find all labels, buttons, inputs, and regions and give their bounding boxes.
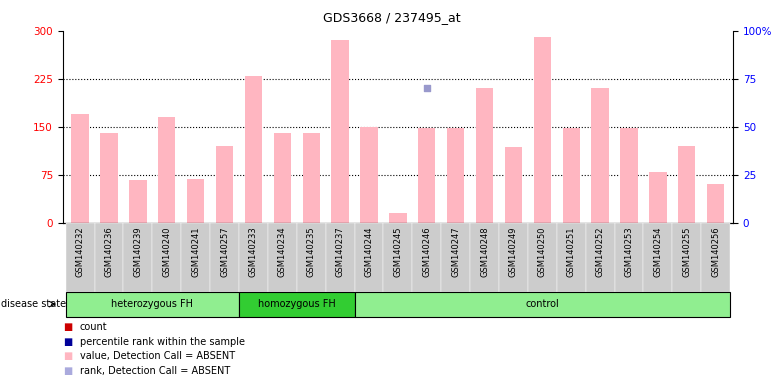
Point: [420, 85, 433, 91]
Bar: [620, 128, 637, 223]
Bar: [586, 223, 615, 292]
Bar: [332, 40, 349, 223]
Text: GSM140251: GSM140251: [567, 226, 575, 277]
Bar: [239, 292, 354, 317]
Text: ■: ■: [63, 337, 72, 347]
Bar: [123, 223, 152, 292]
Bar: [499, 223, 528, 292]
Text: GSM140232: GSM140232: [75, 226, 85, 277]
Bar: [447, 128, 464, 223]
Bar: [354, 223, 383, 292]
Bar: [476, 88, 493, 223]
Bar: [100, 133, 118, 223]
Bar: [239, 223, 268, 292]
Text: GSM140240: GSM140240: [162, 226, 171, 277]
Text: value, Detection Call = ABSENT: value, Detection Call = ABSENT: [80, 351, 235, 361]
Text: ■: ■: [63, 322, 72, 332]
Bar: [591, 88, 609, 223]
Text: GSM140247: GSM140247: [451, 226, 460, 277]
Point: [132, 22, 144, 28]
Bar: [418, 128, 435, 223]
Bar: [557, 223, 586, 292]
Text: GSM140252: GSM140252: [596, 226, 604, 277]
Bar: [95, 223, 123, 292]
Bar: [678, 146, 695, 223]
Bar: [383, 223, 412, 292]
Bar: [245, 76, 262, 223]
Text: GSM140249: GSM140249: [509, 226, 518, 277]
Bar: [297, 223, 325, 292]
Bar: [441, 223, 470, 292]
Text: GSM140237: GSM140237: [336, 226, 345, 277]
Bar: [701, 223, 730, 292]
Text: GSM140254: GSM140254: [653, 226, 662, 277]
Bar: [66, 223, 95, 292]
Text: GSM140244: GSM140244: [365, 226, 373, 277]
Bar: [649, 172, 666, 223]
Text: homozygous FH: homozygous FH: [258, 299, 336, 310]
Text: GSM140245: GSM140245: [394, 226, 402, 277]
Text: percentile rank within the sample: percentile rank within the sample: [80, 337, 245, 347]
Text: GSM140250: GSM140250: [538, 226, 547, 277]
Text: GSM140241: GSM140241: [191, 226, 200, 277]
Bar: [707, 184, 724, 223]
Text: heterozygous FH: heterozygous FH: [111, 299, 194, 310]
Bar: [534, 37, 551, 223]
Bar: [216, 146, 233, 223]
Bar: [505, 147, 522, 223]
Bar: [563, 128, 580, 223]
Bar: [412, 223, 441, 292]
Text: GSM140253: GSM140253: [625, 226, 633, 277]
Text: GSM140233: GSM140233: [249, 226, 258, 277]
Bar: [389, 213, 407, 223]
Bar: [354, 292, 730, 317]
Bar: [615, 223, 644, 292]
Text: GSM140234: GSM140234: [278, 226, 287, 277]
Text: rank, Detection Call = ABSENT: rank, Detection Call = ABSENT: [80, 366, 230, 376]
Text: GSM140236: GSM140236: [104, 226, 114, 277]
Point: [710, 18, 722, 24]
Bar: [470, 223, 499, 292]
Bar: [158, 117, 176, 223]
Bar: [673, 223, 701, 292]
Bar: [129, 180, 147, 223]
Bar: [66, 292, 239, 317]
Text: GSM140239: GSM140239: [133, 226, 143, 277]
Point: [190, 12, 202, 18]
Text: control: control: [525, 299, 559, 310]
Text: GSM140248: GSM140248: [480, 226, 489, 277]
Text: GDS3668 / 237495_at: GDS3668 / 237495_at: [323, 12, 461, 25]
Text: ■: ■: [63, 366, 72, 376]
Bar: [303, 133, 320, 223]
Text: count: count: [80, 322, 107, 332]
Bar: [644, 223, 673, 292]
Bar: [268, 223, 297, 292]
Bar: [274, 133, 291, 223]
Text: GSM140246: GSM140246: [423, 226, 431, 277]
Text: GSM140235: GSM140235: [307, 226, 316, 277]
Text: GSM140256: GSM140256: [711, 226, 720, 277]
Bar: [181, 223, 210, 292]
Bar: [71, 114, 89, 223]
Bar: [210, 223, 239, 292]
Bar: [361, 127, 378, 223]
Bar: [187, 179, 205, 223]
Text: disease state: disease state: [1, 299, 66, 309]
Bar: [325, 223, 354, 292]
Bar: [152, 223, 181, 292]
Bar: [528, 223, 557, 292]
Text: GSM140255: GSM140255: [682, 226, 691, 277]
Text: GSM140257: GSM140257: [220, 226, 229, 277]
Text: ■: ■: [63, 351, 72, 361]
